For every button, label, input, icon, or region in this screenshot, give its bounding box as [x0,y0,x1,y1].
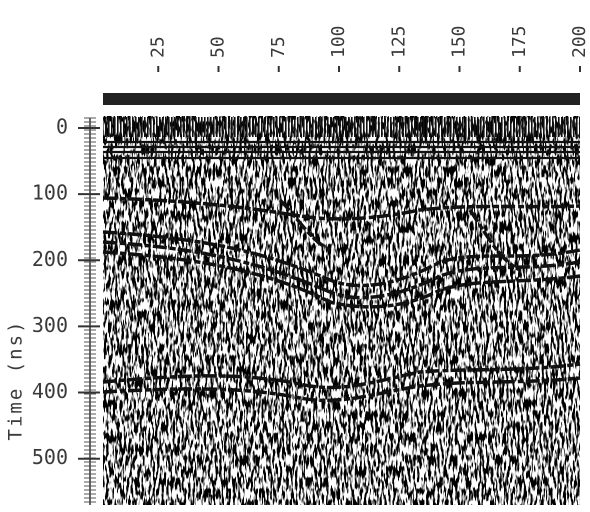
page: Time (ns) 25 50 75 100 125 150 175 200 0 100 200 30… [0,0,590,512]
y-tick-label: 500 [32,445,68,469]
plot-area [103,116,580,505]
chart: Time (ns) 25 50 75 100 125 150 175 200 0 100 200 30… [0,0,590,512]
y-tick-label: 300 [32,313,68,337]
y-tick-label: 400 [32,379,68,403]
y-tick-label: 200 [32,247,68,271]
x-tick-label: 25 [147,36,168,58]
y-tick-label: 0 [56,115,68,139]
radargram-texture [103,116,580,505]
x-tick-label: 150 [449,25,470,58]
x-tick-label: 75 [268,36,289,58]
x-tick-label: 125 [388,25,409,58]
x-axis-bar [103,93,580,105]
x-tick-label: 50 [208,36,229,58]
x-tick-label: 175 [509,25,530,58]
x-tick-label: 200 [569,25,590,58]
x-tick-label: 100 [328,25,349,58]
y-axis-label: Time (ns) [5,320,27,441]
direct-wave-band [103,117,580,137]
y-tick-label: 100 [32,181,68,205]
